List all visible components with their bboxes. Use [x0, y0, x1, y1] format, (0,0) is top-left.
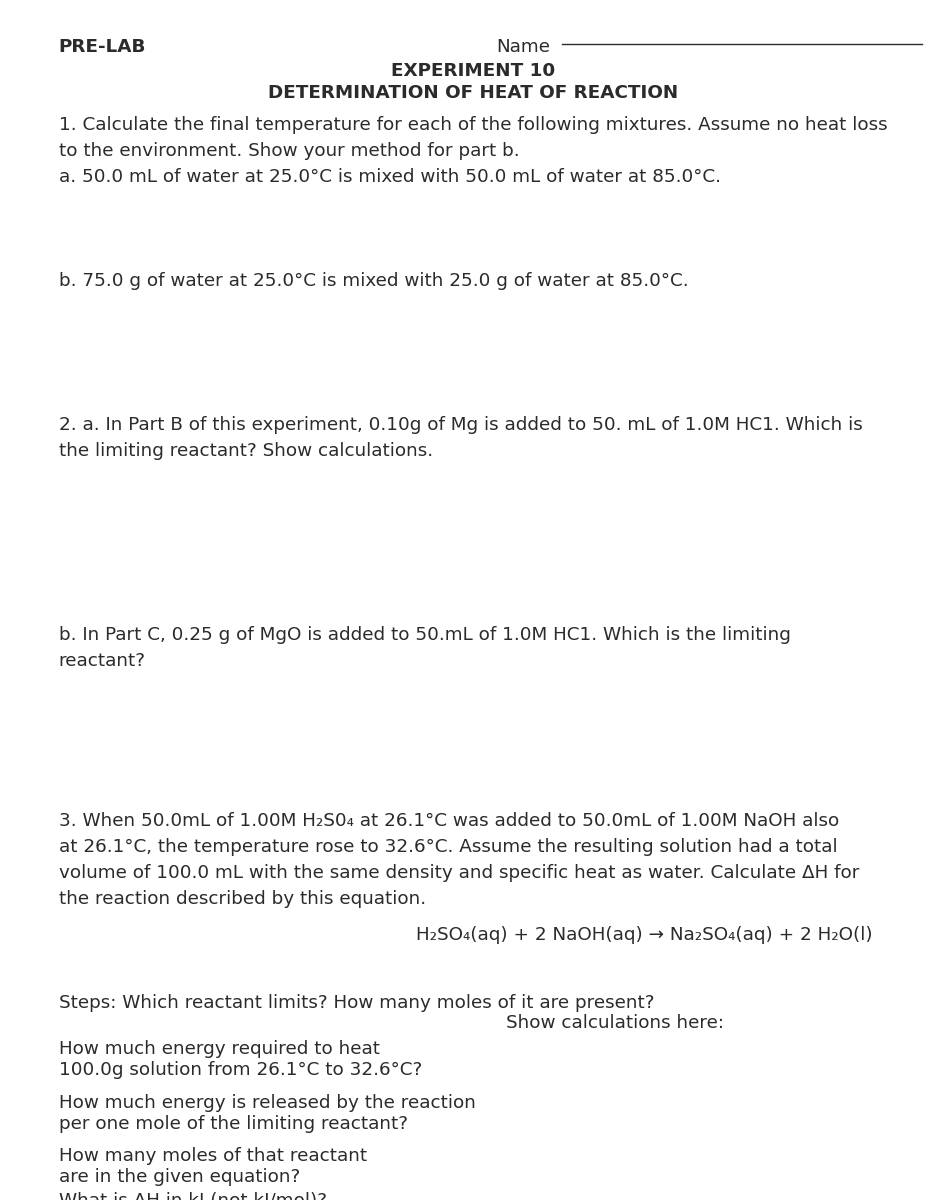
Text: b. In Part C, 0.25 g of MgO is added to 50.mL of 1.0M HC1. Which is the limiting: b. In Part C, 0.25 g of MgO is added to … — [59, 626, 791, 670]
Text: How many moles of that reactant: How many moles of that reactant — [59, 1147, 367, 1165]
Text: What is ΔH in kJ (not kJ/mol)?: What is ΔH in kJ (not kJ/mol)? — [59, 1192, 326, 1200]
Text: 2. a. In Part B of this experiment, 0.10g of Mg is added to 50. mL of 1.0M HC1. : 2. a. In Part B of this experiment, 0.10… — [59, 416, 863, 460]
Text: Steps: Which reactant limits? How many moles of it are present?: Steps: Which reactant limits? How many m… — [59, 994, 654, 1012]
Text: 1. Calculate the final temperature for each of the following mixtures. Assume no: 1. Calculate the final temperature for e… — [59, 116, 887, 186]
Text: 3. When 50.0mL of 1.00M H₂S0₄ at 26.1°C was added to 50.0mL of 1.00M NaOH also
a: 3. When 50.0mL of 1.00M H₂S0₄ at 26.1°C … — [59, 812, 859, 907]
Text: 100.0g solution from 26.1°C to 32.6°C?: 100.0g solution from 26.1°C to 32.6°C? — [59, 1061, 422, 1079]
Text: EXPERIMENT 10: EXPERIMENT 10 — [391, 62, 555, 80]
Text: How much energy required to heat: How much energy required to heat — [59, 1040, 379, 1058]
Text: PRE-LAB: PRE-LAB — [59, 38, 146, 56]
Text: Show calculations here:: Show calculations here: — [506, 1014, 724, 1032]
Text: per one mole of the limiting reactant?: per one mole of the limiting reactant? — [59, 1115, 408, 1133]
Text: are in the given equation?: are in the given equation? — [59, 1168, 300, 1186]
Text: DETERMINATION OF HEAT OF REACTION: DETERMINATION OF HEAT OF REACTION — [268, 84, 678, 102]
Text: b. 75.0 g of water at 25.0°C is mixed with 25.0 g of water at 85.0°C.: b. 75.0 g of water at 25.0°C is mixed wi… — [59, 272, 689, 290]
Text: H₂SO₄(aq) + 2 NaOH(aq) → Na₂SO₄(aq) + 2 H₂O(l): H₂SO₄(aq) + 2 NaOH(aq) → Na₂SO₄(aq) + 2 … — [416, 926, 873, 944]
Text: Name: Name — [497, 38, 551, 56]
Text: How much energy is released by the reaction: How much energy is released by the react… — [59, 1094, 476, 1112]
